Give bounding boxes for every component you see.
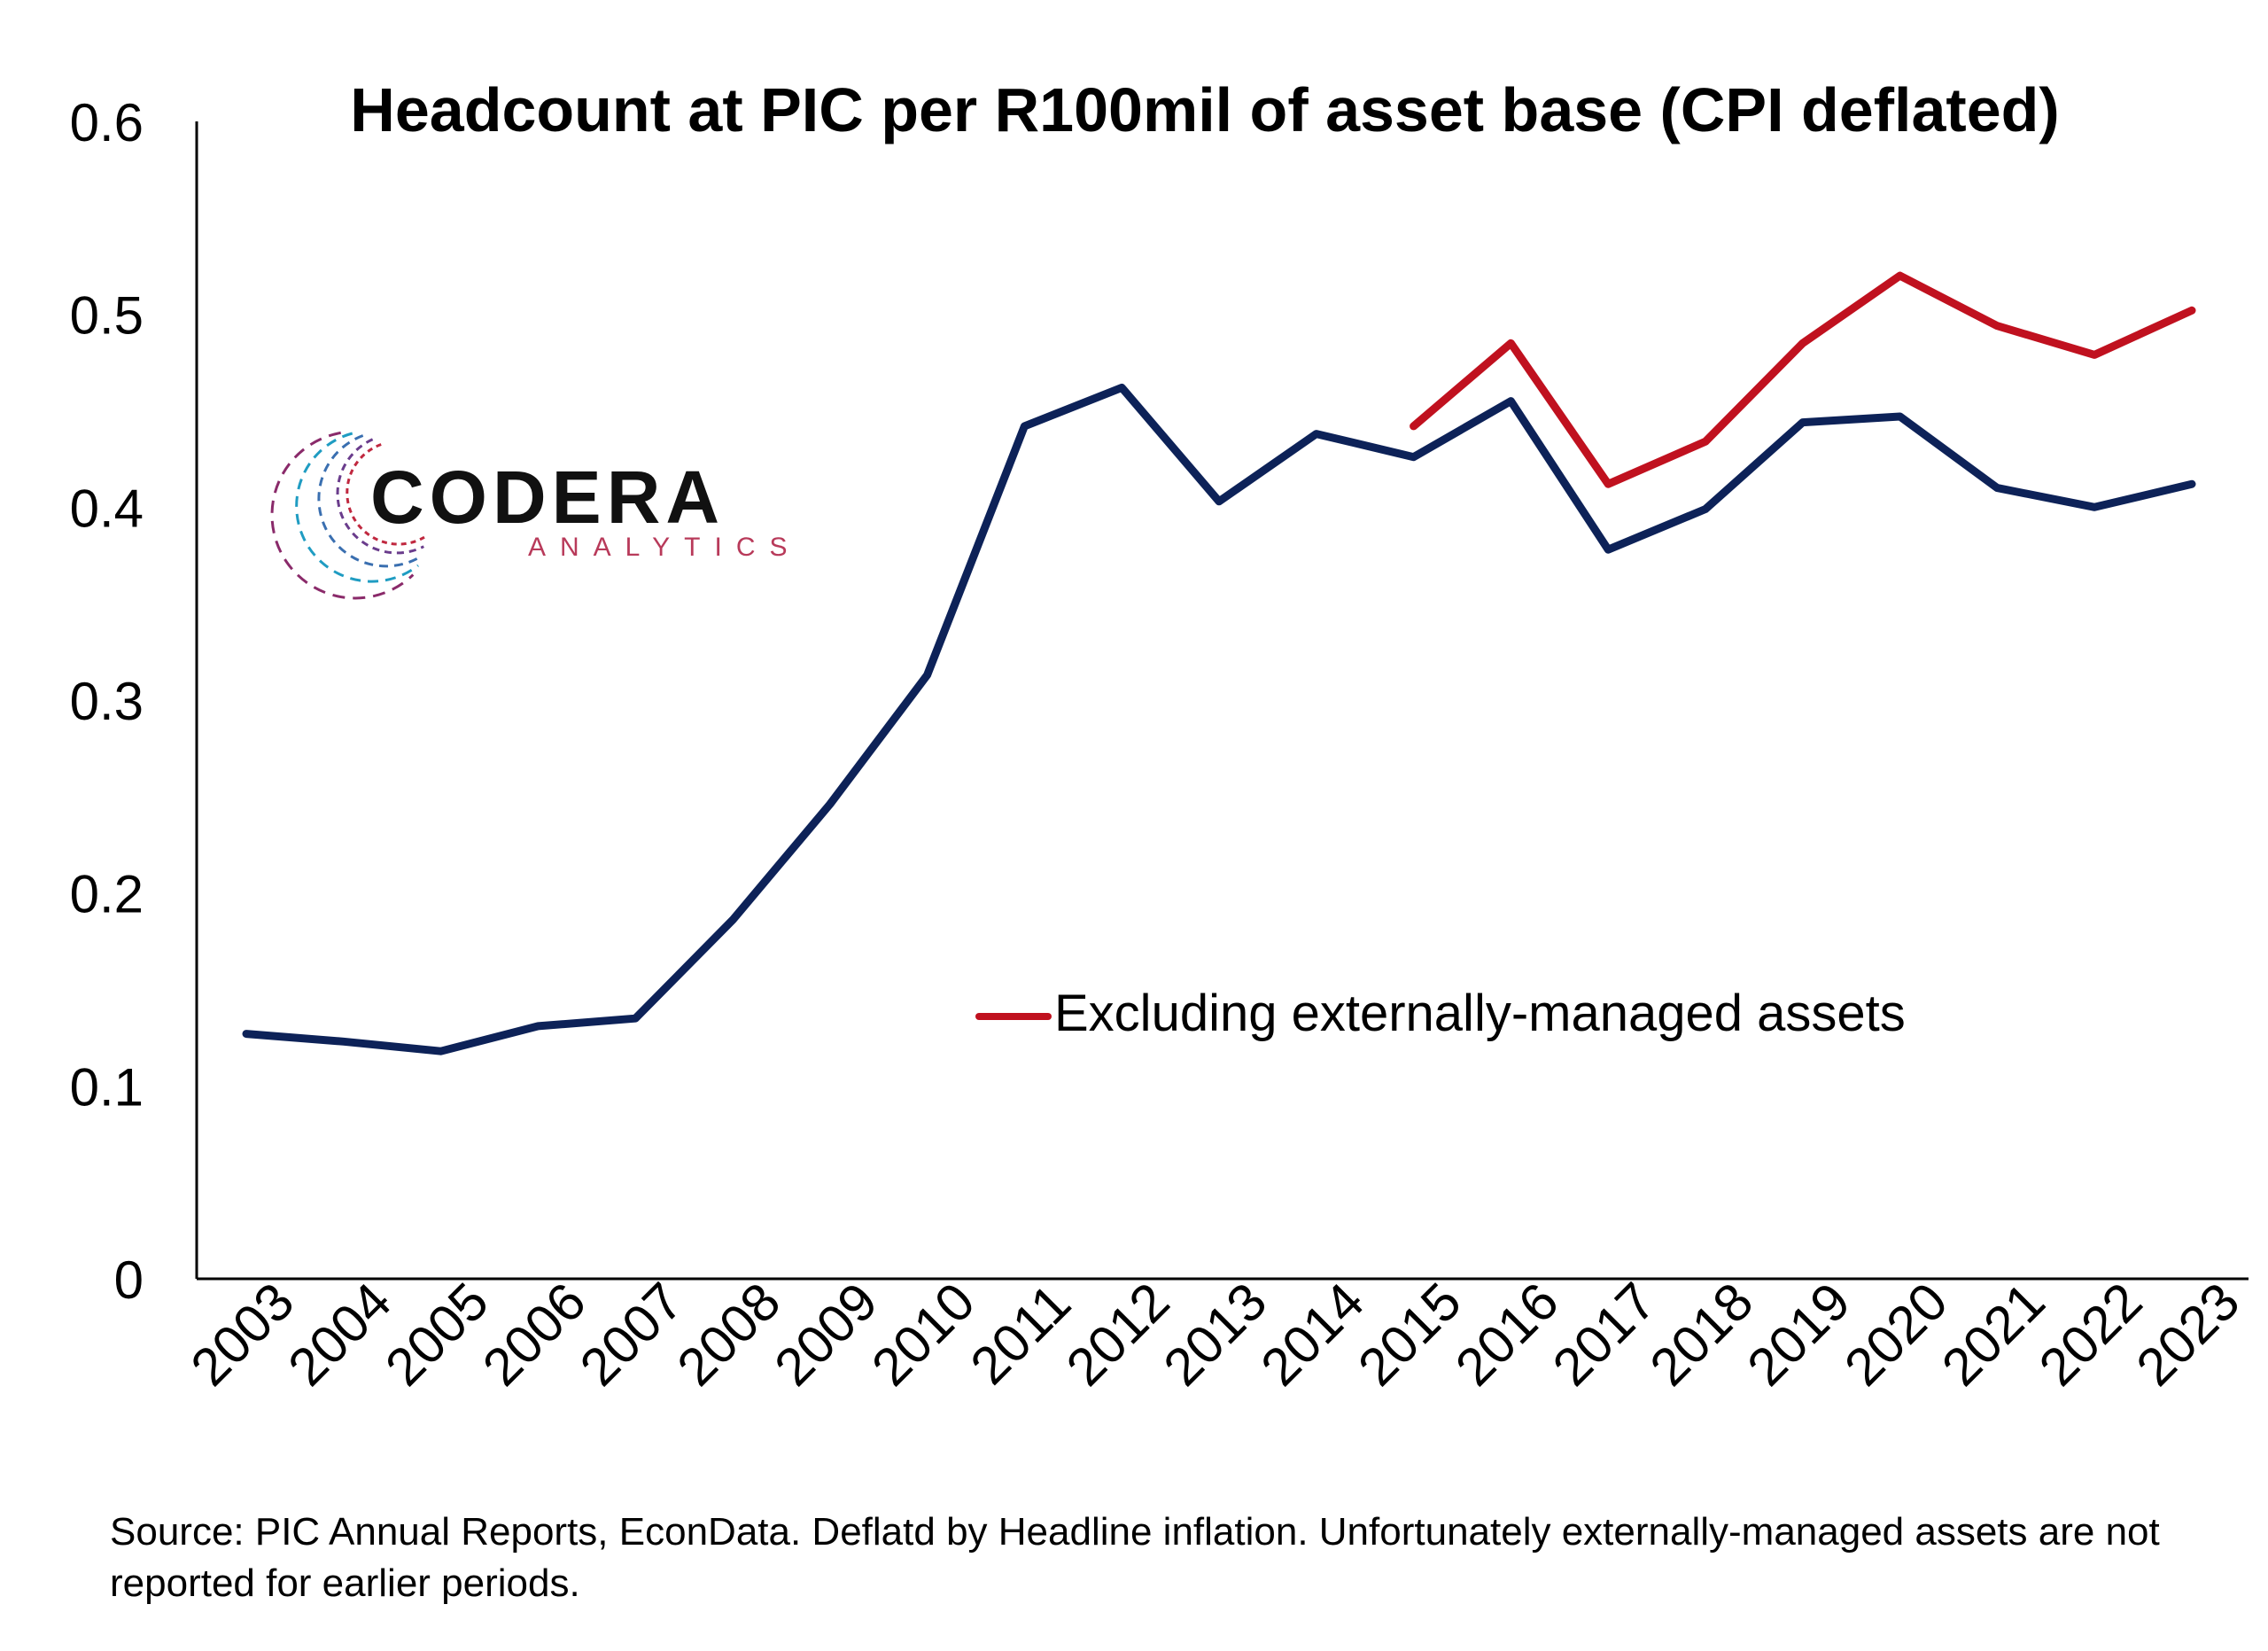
x-tick-label: 2020	[1833, 1272, 1959, 1398]
x-tick-label: 2008	[666, 1272, 792, 1398]
y-tick-label: 0.6	[70, 93, 144, 152]
logo-circle-graphic	[270, 431, 425, 600]
x-tick-label: 2021	[1930, 1272, 2056, 1398]
x-tick-label: 2009	[763, 1272, 889, 1398]
x-tick-label: 2016	[1444, 1272, 1570, 1398]
x-tick-label: 2011	[959, 1273, 1083, 1396]
x-tick-label: 2019	[1736, 1272, 1861, 1398]
y-tick-label: 0.4	[70, 479, 144, 538]
x-tick-label: 2023	[2125, 1272, 2251, 1398]
x-tick-label: 2018	[1639, 1272, 1765, 1398]
series-line-excluding-external	[1410, 271, 2196, 488]
legend: Excluding externally-managed assets	[975, 985, 1906, 1042]
logo-arc	[317, 434, 423, 568]
logo-arc	[270, 431, 415, 600]
logo-tagline: ANALYTICS	[528, 533, 802, 562]
x-tick-label: 2004	[276, 1272, 402, 1398]
x-tick-label: 2014	[1249, 1272, 1375, 1398]
logo-arc	[336, 438, 424, 555]
series-lines	[242, 271, 2196, 1055]
y-tick-label: 0.1	[70, 1057, 144, 1117]
series-line-total	[242, 383, 2196, 1055]
logo-wordmark: CODERA	[370, 456, 725, 539]
y-tick-label: 0.3	[70, 672, 144, 731]
x-tick-label: 2010	[860, 1272, 986, 1398]
y-tick-label: 0.5	[70, 286, 144, 346]
logo-arc	[346, 443, 425, 546]
axes	[195, 121, 2249, 1281]
logo-arc	[295, 432, 419, 583]
y-tick-label: 0.2	[70, 865, 144, 924]
y-tick-label: 0	[114, 1250, 144, 1310]
x-tick-label: 2007	[569, 1272, 695, 1398]
x-tick-labels: 2003200420052006200720082009201020112012…	[180, 1272, 2251, 1398]
x-tick-label: 2006	[471, 1272, 597, 1398]
x-tick-label: 2017	[1542, 1272, 1667, 1398]
legend-label-excluding: Excluding externally-managed assets	[1054, 985, 1906, 1042]
x-tick-label: 2015	[1347, 1272, 1472, 1398]
x-tick-label: 2005	[374, 1272, 500, 1398]
source-note: Source: PIC Annual Reports, EconData. De…	[110, 1510, 2160, 1605]
y-tick-labels: 0 0.1 0.2 0.3 0.4 0.5 0.6	[70, 93, 144, 1310]
x-tick-label: 2003	[180, 1272, 306, 1398]
x-tick-label: 2012	[1055, 1272, 1181, 1398]
chart-title: Headcount at PIC per R100mil of asset ba…	[350, 75, 2059, 144]
x-tick-label: 2013	[1153, 1272, 1278, 1398]
x-tick-label: 2022	[2028, 1272, 2154, 1398]
codera-logo: CODERA ANALYTICS	[270, 431, 802, 600]
